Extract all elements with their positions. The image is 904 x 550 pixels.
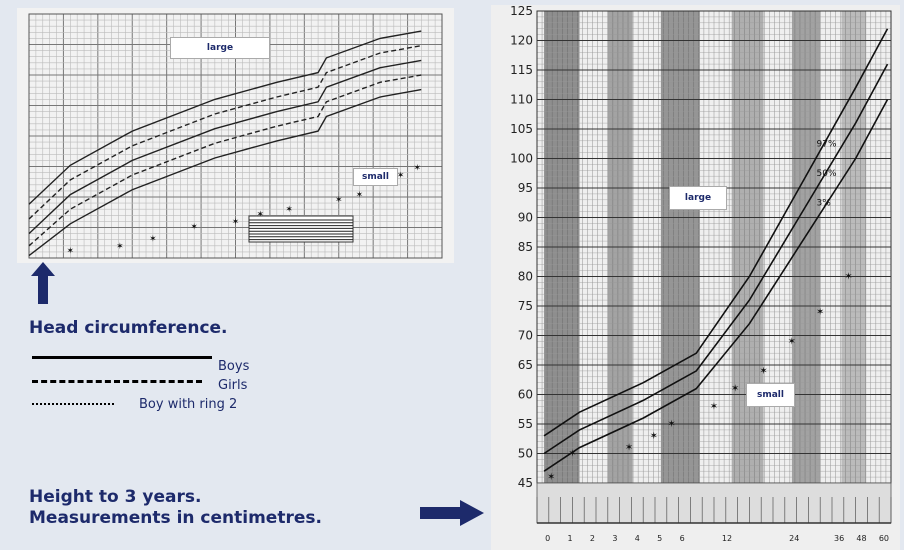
- height-xtick-2: 2: [590, 534, 595, 543]
- legend-girls: Girls: [218, 378, 248, 393]
- head-mark-7: ✶: [335, 195, 343, 205]
- up-arrow-icon: [31, 262, 55, 304]
- head-curve-2: [28, 59, 422, 235]
- head-large-label: large: [170, 37, 270, 59]
- height-xtick-8: 12: [722, 534, 732, 543]
- height-xtick-3: 3: [612, 534, 617, 543]
- head-curve-0: [28, 30, 422, 205]
- height-ytick-7: 80: [518, 270, 533, 284]
- head-curve-1: [28, 45, 422, 220]
- height-mark-9: ✶: [816, 307, 824, 318]
- height-ytick-16: 125: [510, 5, 533, 18]
- head-mark-6: ✶: [285, 205, 293, 215]
- height-mark-10: ✶: [844, 272, 852, 283]
- head-mark-0: ✶: [67, 247, 75, 257]
- height-mark-7: ✶: [759, 366, 767, 377]
- height-xtick-1: 1: [567, 534, 572, 543]
- height-mark-1: ✶: [568, 449, 576, 460]
- height-ytick-8: 85: [518, 240, 533, 254]
- legend-boys: Boys: [218, 359, 250, 374]
- height-mark-8: ✶: [788, 336, 796, 347]
- height-xtick-6: 6: [680, 534, 685, 543]
- head-chart-svg: ✶✶✶✶✶✶✶✶✶✶✶✶: [28, 13, 443, 259]
- head-caption: Head circumference.: [29, 318, 228, 338]
- height-chart-svg: 4550556065707580859095100105110115120125…: [510, 5, 892, 543]
- head-small-label: small: [353, 168, 398, 186]
- height-ytick-6: 75: [518, 299, 533, 313]
- height-caption-line2: Measurements in centimetres.: [29, 508, 322, 528]
- head-mark-8: ✶: [356, 191, 364, 201]
- legend-boy-ring: Boy with ring 2: [139, 397, 238, 412]
- height-mark-0: ✶: [547, 472, 555, 483]
- head-mark-1: ✶: [116, 242, 124, 252]
- height-xtick-15: 60: [879, 534, 889, 543]
- legend-dotted-line: [32, 403, 114, 405]
- height-ytick-4: 65: [518, 358, 533, 372]
- head-circumference-chart: ✶✶✶✶✶✶✶✶✶✶✶✶ large small: [17, 8, 454, 263]
- height-ytick-9: 90: [518, 211, 533, 225]
- height-mark-4: ✶: [667, 419, 675, 430]
- height-xtick-0: 0: [545, 534, 550, 543]
- head-mark-11: ✶: [413, 164, 421, 174]
- height-curve-0: [543, 28, 889, 437]
- height-curve-label-0: 97%: [817, 140, 837, 150]
- height-ytick-1: 50: [518, 447, 533, 461]
- height-ytick-13: 110: [510, 93, 533, 107]
- height-curve-1: [543, 63, 889, 455]
- head-mark-4: ✶: [232, 217, 240, 227]
- height-small-label: small: [746, 383, 795, 407]
- height-xtick-11: 24: [789, 534, 799, 543]
- height-ytick-11: 100: [510, 152, 533, 166]
- height-xtick-4: 4: [635, 534, 640, 543]
- right-arrow-icon: [420, 500, 484, 526]
- height-mark-5: ✶: [710, 401, 718, 412]
- height-curve-label-1: 50%: [817, 169, 837, 179]
- height-ytick-14: 115: [510, 63, 533, 77]
- legend-dashed-line: [32, 380, 202, 383]
- height-curve-2: [543, 99, 889, 472]
- height-curve-label-2: 3%: [817, 199, 832, 209]
- height-ytick-12: 105: [510, 122, 533, 136]
- legend-solid-line: [32, 356, 212, 359]
- height-ytick-3: 60: [518, 388, 533, 402]
- head-curve-3: [28, 74, 422, 247]
- height-ytick-15: 120: [510, 34, 533, 48]
- head-mark-10: ✶: [397, 171, 405, 181]
- height-caption-line1: Height to 3 years.: [29, 487, 202, 507]
- height-ytick-0: 45: [518, 476, 533, 490]
- height-mark-3: ✶: [650, 431, 658, 442]
- head-mark-3: ✶: [190, 222, 198, 232]
- height-ytick-2: 55: [518, 417, 533, 431]
- head-curve-4: [28, 88, 422, 257]
- height-large-label: large: [669, 186, 727, 210]
- height-chart: 45 50 55 60 65 70 75 80 85 90 95 100 105 110 115 120 125…: [491, 5, 900, 550]
- height-ytick-10: 95: [518, 181, 533, 195]
- head-mark-5: ✶: [257, 210, 265, 220]
- height-ytick-5: 70: [518, 329, 533, 343]
- height-xtick-13: 36: [834, 534, 844, 543]
- head-mark-2: ✶: [149, 234, 157, 244]
- height-xtick-14: 48: [856, 534, 866, 543]
- height-mark-6: ✶: [731, 384, 739, 395]
- height-mark-2: ✶: [625, 443, 633, 454]
- height-xtick-5: 5: [657, 534, 662, 543]
